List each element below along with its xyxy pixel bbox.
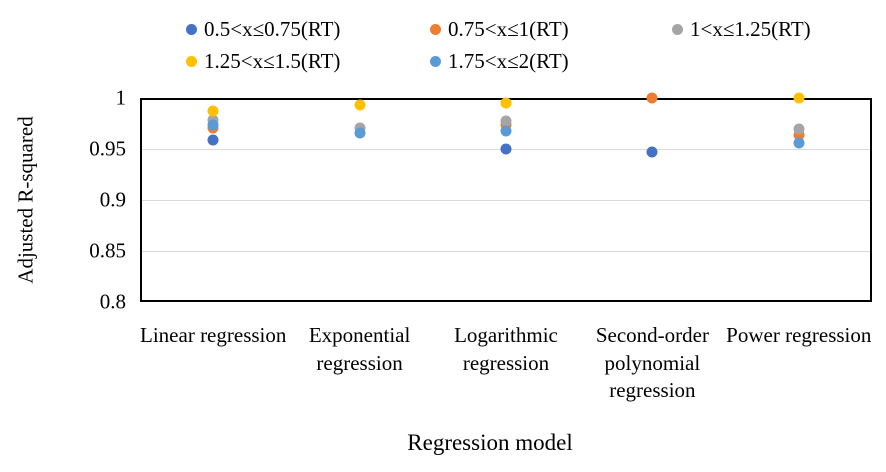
data-point (207, 134, 219, 146)
legend-marker-icon (430, 23, 441, 35)
gridline (142, 251, 870, 252)
legend-marker-icon (186, 55, 197, 67)
x-axis-category-labels: Linear regression Exponential regression L… (140, 322, 872, 422)
data-point (500, 143, 512, 155)
legend-item-label: 1.75<x≤2(RT) (448, 48, 569, 73)
y-tick-label: 0.95 (89, 136, 126, 161)
data-point (354, 99, 366, 111)
legend-item-label: 0.5<x≤0.75(RT) (204, 16, 341, 41)
legend-item: 0.75<x≤1(RT) (430, 14, 569, 44)
legend-item: 1.25<x≤1.5(RT) (186, 46, 340, 76)
data-point (500, 125, 512, 137)
legend-item: 0.5<x≤0.75(RT) (186, 14, 340, 44)
plot-area (140, 92, 872, 302)
data-point (793, 129, 805, 141)
legend-item-label: 1<x≤1.25(RT) (690, 16, 811, 41)
data-point (646, 92, 658, 104)
data-point (354, 127, 366, 139)
data-point (646, 146, 658, 158)
legend-marker-icon (672, 23, 683, 35)
legend-item: 1<x≤1.25(RT) (672, 14, 811, 44)
legend-item: 1.75<x≤2(RT) (430, 46, 569, 76)
y-tick-label: 0.9 (99, 187, 126, 212)
category-label: Second-order polynomial regression (595, 323, 709, 403)
category-label: Power regression (726, 323, 872, 347)
legend-item-label: 0.75<x≤1(RT) (448, 16, 569, 41)
legend-item-label: 1.25<x≤1.5(RT) (204, 48, 341, 73)
x-axis-title: Regression model (407, 430, 573, 455)
y-tick-label: 0.85 (89, 238, 126, 263)
data-point (500, 115, 512, 127)
y-tick-label: 1 (115, 85, 127, 110)
data-point (500, 97, 512, 109)
gridline (142, 200, 870, 201)
data-point (207, 119, 219, 131)
data-point (793, 137, 805, 149)
legend-marker-icon (430, 55, 441, 67)
category-label: Exponential regression (308, 323, 411, 375)
y-tick-label: 0.8 (99, 289, 126, 314)
category-label: Linear regression (140, 323, 287, 347)
data-point (793, 92, 805, 104)
data-point (793, 123, 805, 135)
category-label: Logarithmic regression (454, 323, 558, 375)
legend-marker-icon (186, 23, 197, 35)
data-point (207, 105, 219, 117)
